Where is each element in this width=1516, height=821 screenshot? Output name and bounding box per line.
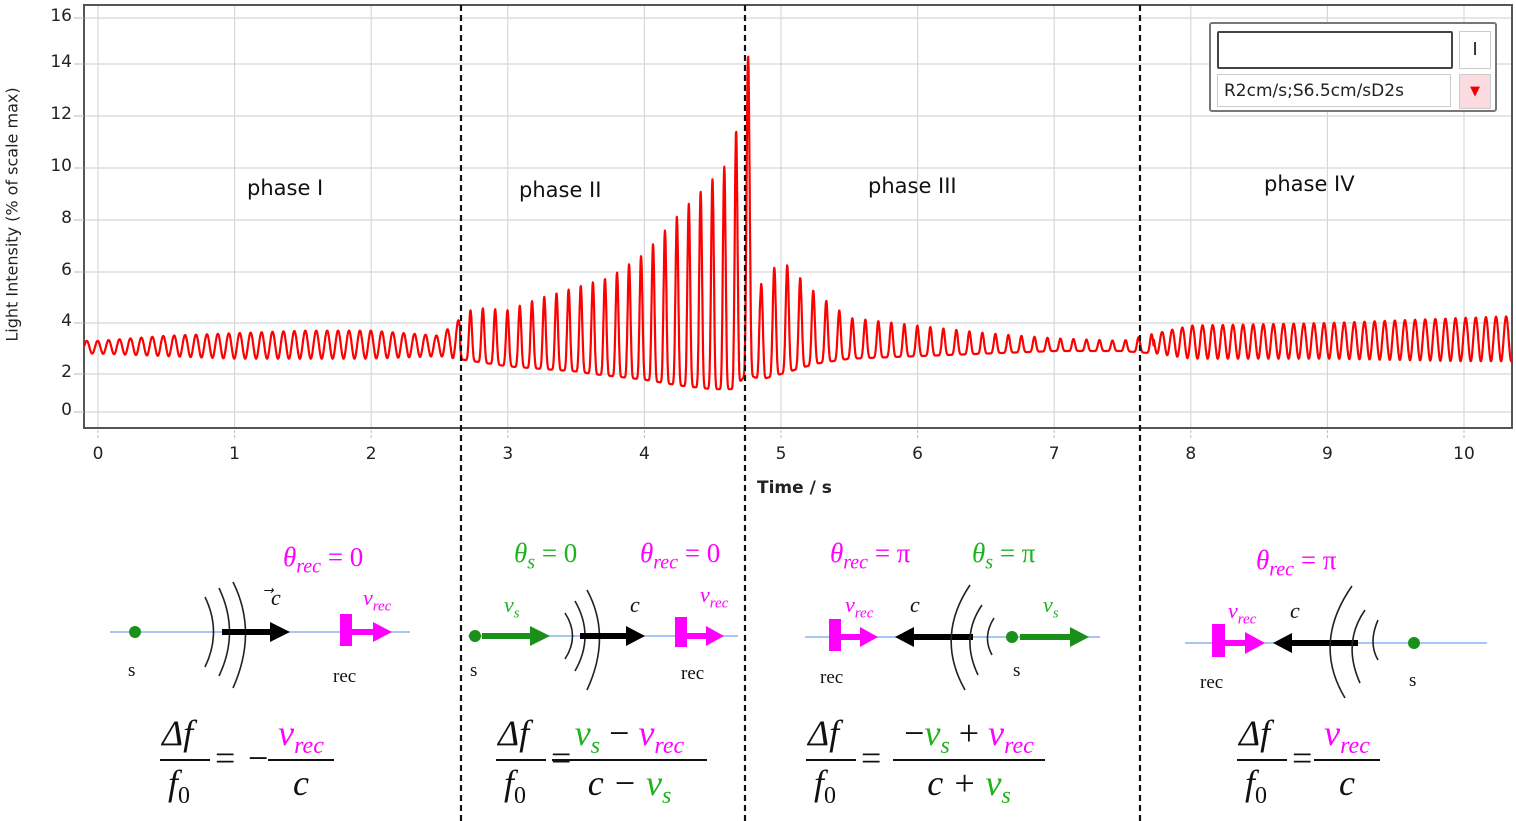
v-rec-vector-label: vrec xyxy=(845,592,874,622)
annotation-input[interactable] xyxy=(1217,31,1453,69)
y-tick-label: 0 xyxy=(61,400,72,420)
receiver-velocity-arrow-icon xyxy=(706,626,724,646)
theta-s-label: θs = 0 xyxy=(514,538,578,574)
c-vector-label: c xyxy=(1290,598,1300,623)
x-tick-label: 1 xyxy=(229,444,241,464)
x-tick-label: 5 xyxy=(775,444,787,464)
phase-2-label: phase II xyxy=(519,178,602,202)
data-set-selector-widget: I R2cm/s;S6.5cm/sD2s ▼ xyxy=(1209,22,1497,112)
x-tick-label: 0 xyxy=(92,444,104,464)
dropdown-arrow-icon[interactable]: ▼ xyxy=(1459,74,1491,109)
c-vector-label: c xyxy=(630,592,640,617)
x-tick-label: 3 xyxy=(502,444,514,464)
receiver-velocity-arrow-icon xyxy=(1245,632,1265,654)
theta-rec-label: θrec = 0 xyxy=(283,542,364,578)
f0: f0 xyxy=(168,763,191,810)
phase-boundary-lines xyxy=(459,5,1142,821)
cursor-button[interactable]: I xyxy=(1459,31,1491,69)
wave-arrow-icon xyxy=(1273,633,1292,653)
wavefront-icon xyxy=(1329,585,1379,699)
y-tick-label: 2 xyxy=(61,362,72,382)
y-tick-label: 8 xyxy=(61,208,72,228)
x-tick-label: 4 xyxy=(638,444,650,464)
c-vector-label: c xyxy=(910,592,920,617)
source-label: s xyxy=(1409,670,1417,691)
receiver-icon xyxy=(1212,624,1225,657)
receiver-label: rec xyxy=(681,663,705,684)
receiver-velocity-arrow-icon xyxy=(373,622,392,642)
source-dot-icon xyxy=(129,626,141,638)
y-axis-label: Light Intensity (% of scale max) xyxy=(2,87,22,342)
receiver-label: rec xyxy=(1200,672,1224,693)
signal-trace xyxy=(83,55,1513,391)
v-s-vector-label: vs xyxy=(1043,592,1059,622)
x-axis-label: Time / s xyxy=(757,478,832,498)
phase-1-label: phase I xyxy=(247,176,324,200)
v-rec-vector-label: vrec xyxy=(1228,598,1257,628)
wave-arrow-icon xyxy=(270,622,290,642)
wave-arrow-icon xyxy=(895,627,914,647)
data-set-select[interactable]: R2cm/s;S6.5cm/sD2s xyxy=(1217,74,1451,107)
x-tick-marks xyxy=(74,17,1465,440)
source-dot-icon xyxy=(1006,631,1018,643)
y-tick-label: 16 xyxy=(50,6,72,26)
y-tick-label: 10 xyxy=(50,156,72,176)
x-tick-label: 9 xyxy=(1321,444,1333,464)
theta-rec-label: θrec = π xyxy=(1256,545,1337,581)
v-s-vector-label: vs xyxy=(504,592,520,622)
wavefront-icon xyxy=(950,584,995,691)
theta-s-label: θs = π xyxy=(972,538,1036,574)
delta-f: Δf xyxy=(498,713,530,753)
plot-frame xyxy=(83,4,1513,429)
y-tick-label: 4 xyxy=(61,311,72,331)
source-velocity-arrow-icon xyxy=(530,626,550,646)
diagram-phase-3 xyxy=(805,584,1100,691)
receiver-label: rec xyxy=(333,666,357,687)
y-tick-label: 6 xyxy=(61,260,72,280)
v-rec-vector-label: vrec xyxy=(700,582,729,612)
delta-f: Δf xyxy=(808,713,840,753)
x-tick-label: 7 xyxy=(1048,444,1060,464)
f0: f0 xyxy=(814,763,837,810)
diagram-phase-1 xyxy=(110,581,410,689)
diagram-phase-4 xyxy=(1185,585,1487,699)
x-tick-label: 8 xyxy=(1185,444,1197,464)
theta-rec-label: θrec = π xyxy=(830,538,911,574)
source-label: s xyxy=(470,660,478,681)
y-tick-label: 14 xyxy=(50,52,72,72)
phase-4-label: phase IV xyxy=(1264,172,1355,196)
source-velocity-arrow-icon xyxy=(1070,627,1089,647)
phase-3-label: phase III xyxy=(868,174,957,198)
receiver-velocity-arrow-icon xyxy=(860,627,878,647)
x-tick-label: 10 xyxy=(1453,444,1475,464)
receiver-icon xyxy=(340,614,352,646)
receiver-label: rec xyxy=(820,667,844,688)
delta-f: Δf xyxy=(1239,713,1271,753)
f0: f0 xyxy=(504,763,527,810)
receiver-icon xyxy=(829,619,841,651)
x-tick-label: 6 xyxy=(912,444,924,464)
receiver-icon xyxy=(675,617,687,647)
delta-f: Δf xyxy=(162,713,194,753)
wavefront-icon xyxy=(564,589,601,691)
wave-arrow-icon xyxy=(626,626,645,646)
diagram-phase-2 xyxy=(468,589,738,691)
theta-rec-label: θrec = 0 xyxy=(640,538,721,574)
source-dot-icon xyxy=(469,630,481,642)
x-tick-label: 2 xyxy=(365,444,377,464)
f0: f0 xyxy=(1245,763,1268,810)
v-rec-vector-label: vrec xyxy=(363,585,392,615)
source-dot-icon xyxy=(1408,637,1420,649)
source-label: s xyxy=(128,660,136,681)
source-label: s xyxy=(1013,660,1021,681)
y-tick-label: 12 xyxy=(50,104,72,124)
c-vector-label: ⃗c xyxy=(271,585,281,610)
